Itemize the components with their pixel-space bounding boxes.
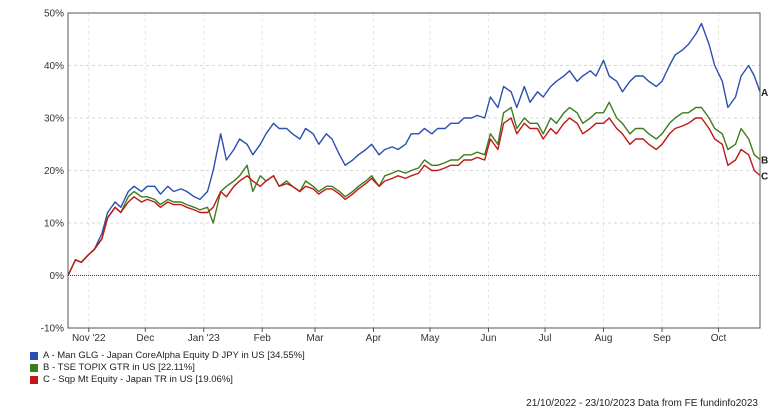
legend-swatch	[30, 352, 38, 360]
legend-item: C - Sqp Mt Equity - Japan TR in US [19.0…	[30, 374, 305, 386]
legend-item: A - Man GLG - Japan CoreAlpha Equity D J…	[30, 350, 305, 362]
end-label-a: A	[761, 88, 768, 99]
x-tick-label: Jan '23	[188, 333, 220, 344]
y-tick-label: 10%	[44, 219, 64, 230]
y-tick-label: 50%	[44, 9, 64, 20]
legend-item: B - TSE TOPIX GTR in US [22.11%]	[30, 362, 305, 374]
grid	[68, 12, 760, 329]
legend-label: B - TSE TOPIX GTR in US [22.11%]	[43, 362, 195, 373]
x-tick-label: Feb	[254, 333, 272, 344]
x-tick-label: Jun	[480, 333, 496, 344]
series-lines	[67, 22, 761, 276]
x-tick-label: Dec	[136, 333, 154, 344]
legend: A - Man GLG - Japan CoreAlpha Equity D J…	[30, 350, 305, 386]
legend-label: C - Sqp Mt Equity - Japan TR in US [19.0…	[43, 374, 233, 385]
x-tick-label: Sep	[653, 333, 671, 344]
y-tick-label: 0%	[50, 271, 65, 282]
series-line-b	[67, 101, 761, 276]
x-tick-label: Aug	[595, 333, 613, 344]
series-line-c	[67, 117, 761, 276]
x-tick-label: May	[421, 333, 440, 344]
legend-label: A - Man GLG - Japan CoreAlpha Equity D J…	[43, 350, 305, 361]
legend-swatch	[30, 364, 38, 372]
y-tick-label: 40%	[44, 61, 64, 72]
x-tick-label: Oct	[711, 333, 727, 344]
x-tick-label: Nov '22	[72, 333, 106, 344]
legend-swatch	[30, 376, 38, 384]
y-tick-label: -10%	[41, 324, 64, 335]
y-axis-ticks: 50% 40% 30% 20% 10% 0% -10%	[41, 9, 64, 335]
footer-date-range: 21/10/2022 - 23/10/2023 Data from FE fun…	[526, 398, 758, 409]
y-tick-label: 20%	[44, 166, 64, 177]
end-label-c: C	[761, 171, 768, 182]
series-end-labels: A BC	[761, 88, 768, 183]
y-tick-label: 30%	[44, 114, 64, 125]
x-tick-label: Jul	[539, 333, 552, 344]
series-line-a	[67, 22, 761, 276]
plot-frame	[67, 12, 761, 329]
x-tick-label: Mar	[306, 333, 324, 344]
end-label-b: B	[761, 155, 768, 166]
x-tick-label: Apr	[366, 333, 382, 344]
x-axis-ticks: Nov '22 Dec Jan '23 Feb Mar Apr May Jun Jul Aug Se…	[72, 328, 727, 344]
